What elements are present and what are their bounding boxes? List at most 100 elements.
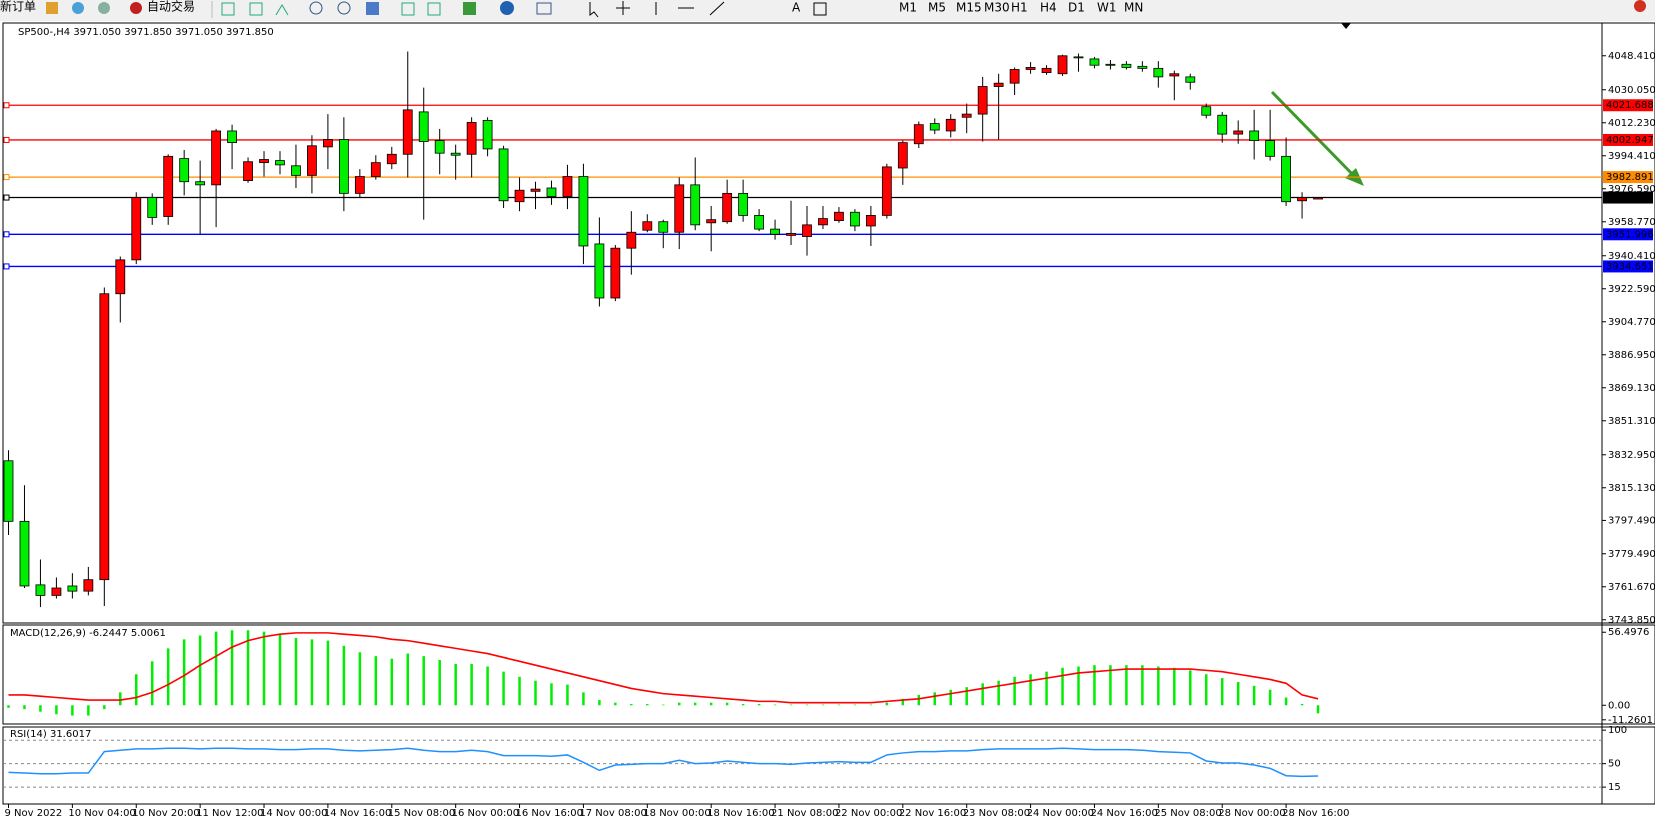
icon[interactable] <box>72 2 84 14</box>
crosshair-icon[interactable] <box>616 1 630 15</box>
timeframe-button[interactable]: M5 <box>928 1 946 15</box>
level-label: 4021.688 <box>1606 100 1654 111</box>
timeframe-button[interactable]: M1 <box>899 1 917 15</box>
level-label: 3934.651 <box>1606 261 1654 272</box>
x-tick-label: 14 Nov 00:00 <box>260 808 327 819</box>
draw-icons[interactable] <box>655 1 725 16</box>
new-order[interactable]: 新订单 <box>0 0 36 14</box>
rsi-panel <box>2 726 1655 805</box>
candle-body <box>690 184 701 226</box>
y-tick-label: 4030.050 <box>1608 85 1655 96</box>
candle-body <box>1121 63 1132 68</box>
cursor-icon[interactable] <box>589 2 599 18</box>
y-tick-label: 3886.950 <box>1608 350 1655 361</box>
candle-body <box>993 82 1004 87</box>
candle-body <box>482 120 493 150</box>
candle-body <box>626 231 637 249</box>
candle-body <box>1089 58 1100 66</box>
candle-body <box>386 153 397 165</box>
icon[interactable] <box>427 2 441 16</box>
zoom-in[interactable] <box>309 1 323 15</box>
level-label: 3951.996 <box>1606 229 1654 240</box>
candle-body <box>594 243 605 299</box>
icon[interactable] <box>275 4 289 16</box>
candle-body <box>35 584 46 596</box>
candle-body <box>147 197 158 218</box>
icon[interactable] <box>536 2 552 15</box>
candle-body <box>370 162 381 177</box>
y-tick-label: 3743.850 <box>1608 615 1655 626</box>
candle-body <box>1201 106 1212 116</box>
icon[interactable] <box>221 2 235 16</box>
label-icon[interactable] <box>813 2 827 16</box>
candle-body <box>1169 73 1180 77</box>
candle-body <box>211 130 222 186</box>
timeframe-button[interactable]: MN <box>1124 1 1143 15</box>
x-tick-label: 14 Nov 16:00 <box>324 808 391 819</box>
candle-body <box>1057 55 1068 75</box>
level-label-box <box>1603 260 1653 273</box>
text-icon[interactable]: A <box>792 1 801 15</box>
y-tick-label: 100 <box>1608 725 1627 736</box>
icon[interactable] <box>500 1 514 15</box>
candle-body <box>546 187 557 197</box>
candle-body <box>834 211 844 221</box>
y-tick-label: 3832.950 <box>1608 450 1655 461</box>
x-tick-label: 25 Nov 08:00 <box>1154 808 1221 819</box>
candle-body <box>1217 114 1228 135</box>
icon[interactable] <box>463 2 476 15</box>
icon[interactable] <box>249 2 263 16</box>
auto-trading[interactable]: 自动交易 <box>147 0 195 14</box>
x-tick-label: 23 Nov 08:00 <box>963 808 1030 819</box>
candle-body <box>1185 76 1196 83</box>
candle-body <box>961 113 972 118</box>
timeframe-button[interactable]: H4 <box>1040 1 1057 15</box>
x-tick-label: 24 Nov 16:00 <box>1090 808 1157 819</box>
candle-body <box>291 165 301 176</box>
x-tick-label: 21 Nov 08:00 <box>771 808 838 819</box>
panel-title: RSI(14) 31.6017 <box>10 729 91 740</box>
level-handle <box>3 263 10 270</box>
candle-body <box>83 579 94 592</box>
candle-body <box>530 188 541 192</box>
alert-icon[interactable] <box>1634 0 1646 12</box>
signal-line <box>8 632 1319 704</box>
candle-body <box>179 158 190 183</box>
candle-body <box>99 293 110 581</box>
icon[interactable] <box>366 2 379 15</box>
candle-body <box>977 86 988 115</box>
y-tick-label: 3994.410 <box>1608 151 1655 162</box>
level-label: 3971.850 <box>1606 193 1654 204</box>
candle-body <box>307 145 317 176</box>
candle-body <box>163 155 174 217</box>
candle-body <box>19 520 30 587</box>
timeframe-button[interactable]: W1 <box>1097 1 1117 15</box>
candle-body <box>658 221 669 233</box>
timeframe-button[interactable]: M15 <box>956 1 982 15</box>
candle-body <box>227 130 237 144</box>
x-tick-label: 22 Nov 16:00 <box>899 808 966 819</box>
candle-body <box>610 247 621 299</box>
x-tick-label: 24 Nov 00:00 <box>1027 808 1094 819</box>
auto-trading-icon[interactable] <box>130 2 142 14</box>
panel-title: MACD(12,26,9) -6.2447 5.0061 <box>10 628 166 639</box>
macd-panel <box>2 624 1655 725</box>
x-tick-label: 16 Nov 00:00 <box>452 808 519 819</box>
icon[interactable] <box>98 2 110 14</box>
timeframe-button[interactable]: D1 <box>1068 1 1085 15</box>
timeframe-button[interactable]: M30 <box>984 1 1010 15</box>
candle-body <box>450 152 461 156</box>
candle-body <box>754 215 764 230</box>
timeframe-button[interactable]: H1 <box>1011 1 1028 15</box>
x-tick-label: 16 Nov 16:00 <box>516 808 583 819</box>
level-handle <box>3 231 10 238</box>
y-tick-label: 56.4976 <box>1608 627 1649 638</box>
level-label: 4002.947 <box>1606 135 1654 146</box>
candle-body <box>434 140 445 154</box>
icon[interactable] <box>401 2 415 16</box>
icon[interactable] <box>46 2 58 14</box>
y-tick-label: 3976.590 <box>1608 184 1655 195</box>
candle-body <box>642 221 653 231</box>
zoom-out[interactable] <box>337 1 351 15</box>
